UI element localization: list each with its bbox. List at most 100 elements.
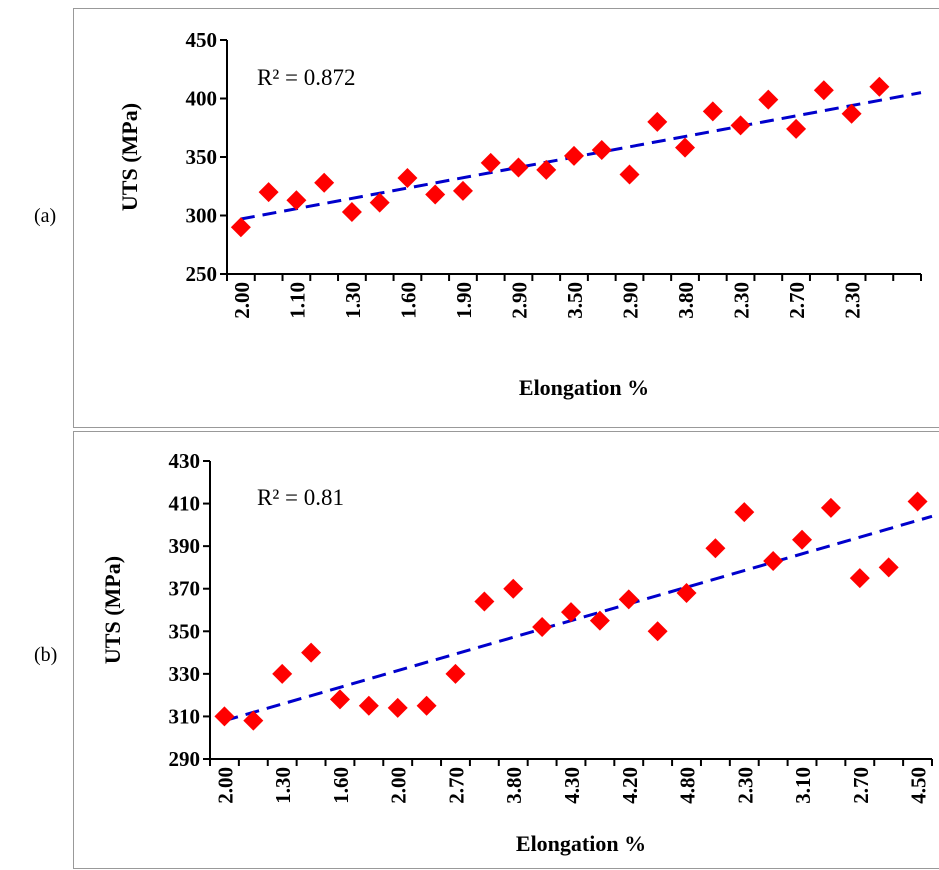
x-tick-label: 2.00: [213, 767, 237, 804]
x-tick-label: 3.80: [502, 767, 526, 804]
x-tick-label: 3.50: [563, 282, 587, 319]
data-point-marker: [869, 76, 890, 97]
y-tick-label: 250: [186, 262, 218, 286]
data-point-marker: [329, 689, 350, 710]
data-point-marker: [445, 663, 466, 684]
trend-line: [240, 91, 922, 221]
y-tick-label: 410: [169, 492, 201, 516]
chart-a-group: 250 300 350 400 450 2.00 1.10 1.30 1.60 1.90 2.90 3…: [73, 8, 939, 428]
data-point-marker: [730, 115, 751, 136]
data-point-marker: [647, 111, 668, 132]
data-point-marker: [314, 172, 335, 193]
x-tick-label: 2.90: [507, 282, 531, 319]
panel-label-a: (a): [34, 205, 57, 227]
data-point-marker: [286, 190, 307, 211]
data-point-marker: [734, 502, 755, 523]
y-tick-label: 400: [186, 87, 218, 111]
x-tick-label: 2.70: [444, 767, 468, 804]
chart-b-group: 290 310 330 350 370 390 410 430 2.00 1.30 1.60 2.00…: [73, 431, 939, 869]
data-point-marker: [532, 617, 553, 638]
y-tick-label: 350: [169, 619, 201, 643]
x-tick-label: 2.00: [387, 767, 411, 804]
y-tick-label: 390: [169, 534, 201, 558]
y-axis-title: UTS (MPa): [117, 103, 142, 211]
x-tick-label: 4.30: [560, 767, 584, 804]
data-point-marker: [258, 182, 279, 203]
panel-label-b: (b): [34, 644, 58, 666]
y-tick-label: 310: [169, 704, 201, 728]
y-tick-label: 350: [186, 145, 218, 169]
data-point-marker: [849, 568, 870, 589]
data-point-marker: [508, 157, 529, 178]
y-tick-label: 300: [186, 204, 218, 228]
y-tick-label: 430: [169, 449, 201, 473]
data-point-marker: [676, 582, 697, 603]
data-point-marker: [591, 139, 612, 160]
r-squared-annotation: R² = 0.81: [257, 485, 344, 510]
data-point-marker: [301, 642, 322, 663]
data-point-marker: [452, 180, 473, 201]
x-axis-title: Elongation %: [516, 831, 646, 856]
data-point-marker: [474, 591, 495, 612]
data-point-marker: [243, 710, 264, 731]
data-point-marker: [564, 145, 584, 166]
data-point-marker: [561, 602, 581, 623]
x-tick-label: 2.30: [841, 282, 865, 319]
y-tick-label: 290: [169, 747, 201, 771]
data-point-marker: [702, 101, 723, 122]
x-axis-title: Elongation %: [519, 375, 649, 400]
data-point-marker: [763, 551, 784, 572]
x-tick-label: 1.90: [452, 282, 476, 319]
data-point-marker: [878, 557, 899, 578]
x-tick-label: 1.30: [271, 767, 295, 804]
x-tick-label: 1.60: [396, 282, 420, 319]
x-tick-label: 2.30: [730, 282, 754, 319]
x-tick-label: 4.20: [618, 767, 642, 804]
data-point-marker: [813, 80, 834, 101]
data-point-marker: [341, 201, 362, 222]
x-tick-label: 3.80: [674, 282, 698, 319]
data-point-marker: [786, 118, 807, 139]
chart-b-frame: [73, 431, 939, 869]
x-tick-label: 4.80: [676, 767, 700, 804]
r-squared-annotation: R² = 0.872: [257, 65, 355, 90]
data-point-marker: [758, 89, 779, 110]
data-point-marker: [619, 164, 640, 185]
x-tick-label: 2.70: [785, 282, 809, 319]
x-tick-label: 2.70: [849, 767, 873, 804]
x-tick-label: 2.30: [733, 767, 757, 804]
y-axis-title: UTS (MPa): [100, 556, 125, 664]
data-point-marker: [675, 137, 696, 158]
data-point-marker: [230, 217, 251, 238]
y-tick-label: 330: [169, 662, 201, 686]
x-tick-label: 1.60: [329, 767, 353, 804]
data-point-marker: [369, 192, 390, 213]
data-point-marker: [589, 610, 610, 631]
data-point-marker: [907, 491, 928, 512]
data-point-marker: [841, 103, 862, 124]
data-point-marker: [397, 168, 418, 189]
y-tick-label: 450: [186, 28, 218, 52]
data-point-marker: [503, 578, 524, 599]
data-point-marker: [792, 529, 813, 550]
data-point-marker: [272, 663, 293, 684]
x-tick-label: 2.00: [230, 282, 254, 319]
x-tick-label: 3.10: [791, 767, 815, 804]
data-point-marker: [358, 695, 379, 716]
x-tick-label: 4.50: [907, 767, 931, 804]
x-tick-label: 2.90: [619, 282, 643, 319]
data-point-marker: [618, 589, 639, 610]
data-point-marker: [387, 697, 408, 718]
data-point-marker: [480, 152, 501, 173]
x-tick-label: 1.10: [285, 282, 309, 319]
data-point-marker: [416, 695, 437, 716]
chart-a-frame: [73, 8, 939, 428]
y-tick-label: 370: [169, 577, 201, 601]
data-point-marker: [705, 538, 726, 559]
trend-line: [224, 514, 933, 723]
data-point-marker: [214, 706, 235, 727]
data-point-marker: [820, 497, 841, 518]
data-point-marker: [647, 621, 668, 642]
x-tick-label: 1.30: [341, 282, 365, 319]
